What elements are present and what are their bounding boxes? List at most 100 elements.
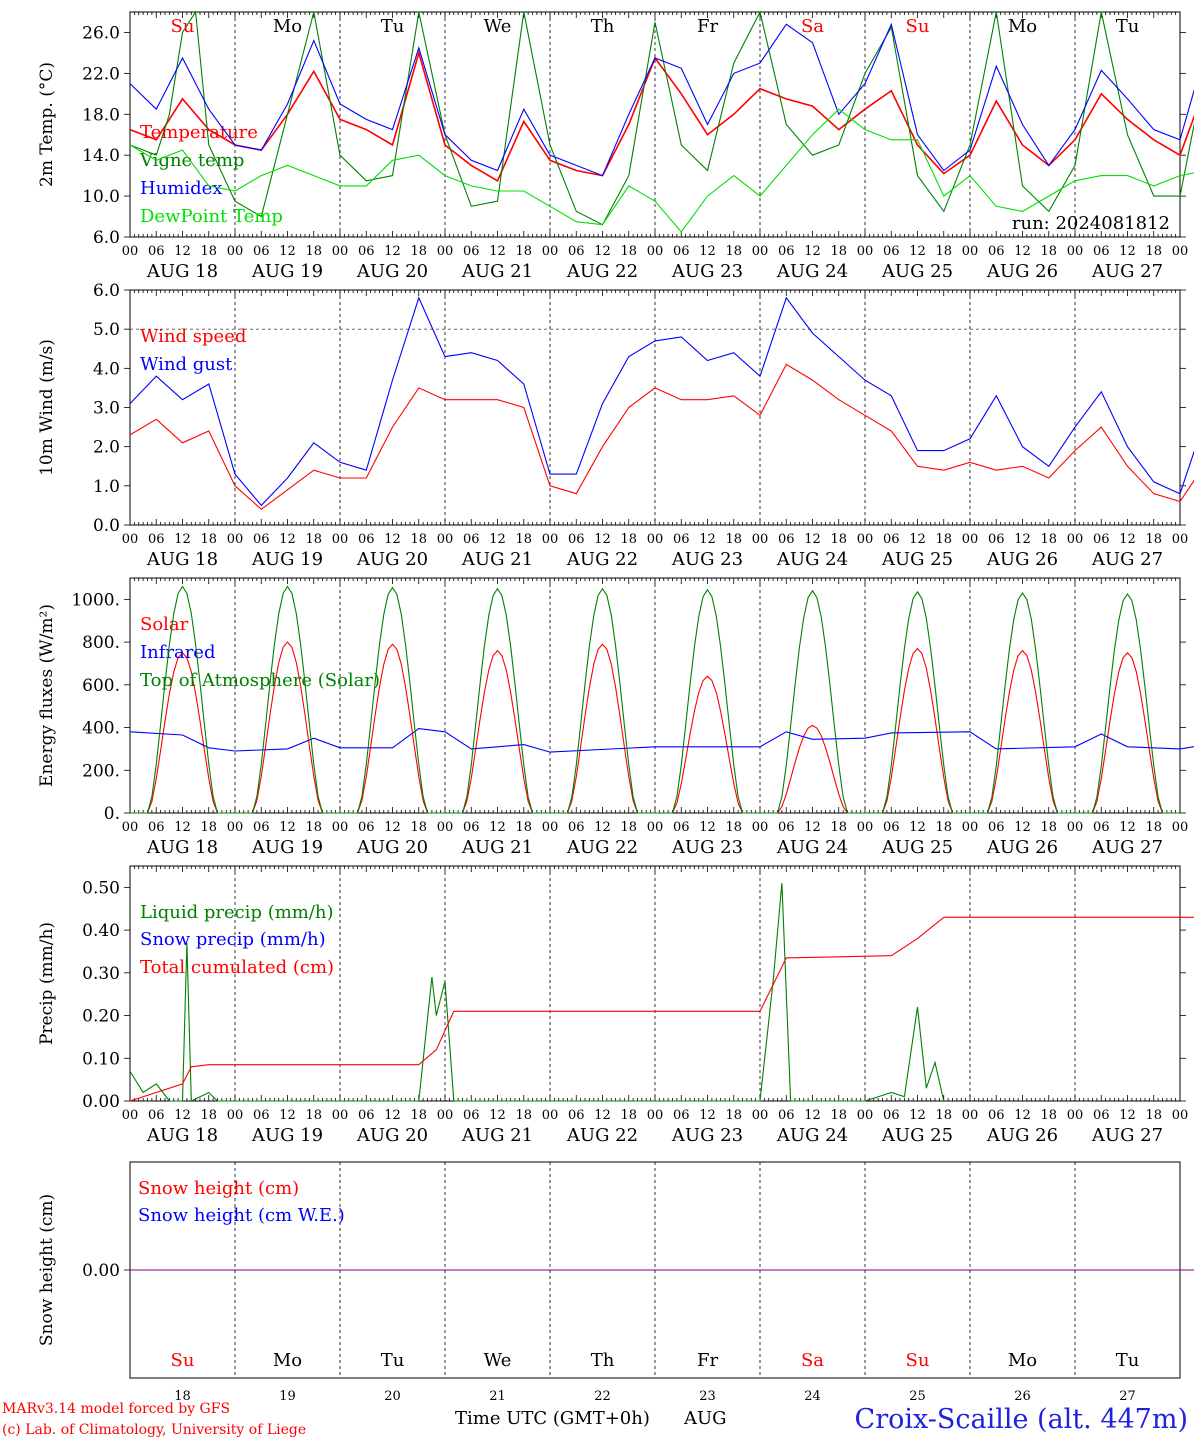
hour-label: 00 bbox=[1067, 532, 1084, 547]
hour-label: 18 bbox=[1145, 532, 1162, 547]
day-label: AUG 24 bbox=[776, 1125, 848, 1146]
hour-label: 06 bbox=[883, 244, 900, 259]
y-axis-title: Precip (mm/h) bbox=[37, 922, 57, 1045]
hour-label: 00 bbox=[1067, 244, 1084, 259]
y-tick-label: 0.20 bbox=[82, 1007, 120, 1027]
hour-label: 12 bbox=[804, 820, 821, 835]
hour-label: 12 bbox=[384, 532, 401, 547]
panel-2: 00 06 12 18 AUG 18 00 06 12 18 AUG 19 00 06 12 18 AUG … bbox=[37, 281, 1194, 570]
hour-label: 06 bbox=[148, 1108, 165, 1123]
y-tick-label: 800. bbox=[82, 633, 120, 653]
day-label: AUG 20 bbox=[356, 549, 428, 570]
y-tick-label: 18.0 bbox=[82, 105, 120, 125]
hour-label: 06 bbox=[778, 532, 795, 547]
series-line-humidex bbox=[129, 22, 1194, 177]
hour-label: 12 bbox=[699, 532, 716, 547]
y-axis-title: 2m Temp. (°C) bbox=[37, 62, 57, 187]
hour-label: 18 bbox=[1145, 244, 1162, 259]
hour-label: 00 bbox=[227, 1108, 244, 1123]
day-label: AUG 25 bbox=[881, 261, 953, 282]
hour-label: 06 bbox=[883, 532, 900, 547]
legend-entry: Wind speed bbox=[140, 326, 246, 347]
panel-1: 00 06 12 18 AUG 18 00 06 12 18 AUG 19 00 06 12 18 AUG … bbox=[37, 10, 1194, 282]
hour-label: 00 bbox=[122, 1108, 139, 1123]
legend-entry: Top of Atmosphere (Solar) bbox=[140, 670, 380, 691]
hour-label: 18 bbox=[620, 820, 637, 835]
weekday-label: Su bbox=[171, 1350, 195, 1371]
hour-label: 12 bbox=[1119, 532, 1136, 547]
hour-label: 12 bbox=[489, 244, 506, 259]
y-tick-label: 0. bbox=[104, 804, 120, 824]
day-label: AUG 27 bbox=[1091, 549, 1163, 570]
hour-label: 06 bbox=[253, 820, 270, 835]
hour-label: 00 bbox=[962, 820, 979, 835]
hour-label: 18 bbox=[305, 532, 322, 547]
day-label: AUG 18 bbox=[146, 1125, 218, 1146]
day-label: AUG 23 bbox=[671, 837, 743, 858]
weekday-label: Mo bbox=[273, 1350, 302, 1371]
hour-label: 18 bbox=[200, 532, 217, 547]
weekday-label: Mo bbox=[1008, 16, 1037, 37]
meteogram-panels: 00 06 12 18 AUG 18 00 06 12 18 AUG 19 00 06 12 18 AUG … bbox=[37, 10, 1194, 1404]
day-label: AUG 25 bbox=[881, 549, 953, 570]
hour-label: 00 bbox=[332, 820, 349, 835]
y-tick-label: 6.0 bbox=[93, 281, 120, 301]
x-axis-title: Time UTC (GMT+0h) bbox=[455, 1408, 650, 1429]
y-axis-title: Energy fluxes (W/m²) bbox=[37, 604, 57, 787]
y-tick-label: 4.0 bbox=[93, 359, 120, 379]
y-tick-label: 0.40 bbox=[82, 921, 120, 941]
y-tick-label: 0.10 bbox=[82, 1049, 120, 1069]
hour-label: 18 bbox=[935, 244, 952, 259]
hour-label: 00 bbox=[122, 532, 139, 547]
hour-label: 00 bbox=[1172, 532, 1189, 547]
hour-label: 00 bbox=[437, 244, 454, 259]
hour-label: 00 bbox=[542, 820, 559, 835]
hour-label: 12 bbox=[1119, 244, 1136, 259]
y-tick-label: 22.0 bbox=[82, 64, 120, 84]
hour-label: 06 bbox=[1093, 532, 1110, 547]
hour-label: 00 bbox=[857, 532, 874, 547]
y-tick-label: 0.0 bbox=[93, 516, 120, 536]
series-line-temperature bbox=[129, 49, 1194, 182]
hour-label: 06 bbox=[358, 532, 375, 547]
hour-label: 06 bbox=[253, 532, 270, 547]
day-label: AUG 22 bbox=[566, 1125, 638, 1146]
day-number: 20 bbox=[384, 1389, 401, 1404]
hour-label: 12 bbox=[489, 1108, 506, 1123]
day-label: AUG 22 bbox=[566, 549, 638, 570]
hour-label: 18 bbox=[830, 532, 847, 547]
hour-label: 12 bbox=[909, 532, 926, 547]
weekday-label: Fr bbox=[697, 16, 718, 37]
y-tick-label: 0.00 bbox=[82, 1092, 120, 1112]
legend-entry: Vigne temp bbox=[139, 150, 244, 171]
series-line-dewpoint-temp bbox=[129, 108, 1194, 233]
day-number: 18 bbox=[174, 1389, 191, 1404]
day-label: AUG 20 bbox=[356, 261, 428, 282]
hour-label: 00 bbox=[962, 244, 979, 259]
day-number: 22 bbox=[594, 1389, 611, 1404]
hour-label: 00 bbox=[1172, 1108, 1189, 1123]
hour-label: 18 bbox=[830, 244, 847, 259]
panel-4: 00 06 12 18 AUG 18 00 06 12 18 AUG 19 00 06 12 18 AUG … bbox=[37, 865, 1194, 1146]
hour-label: 12 bbox=[279, 244, 296, 259]
hour-label: 18 bbox=[725, 244, 742, 259]
y-tick-label: 5.0 bbox=[93, 320, 120, 340]
y-tick-label: 6.0 bbox=[93, 228, 120, 248]
hour-label: 00 bbox=[227, 532, 244, 547]
hour-label: 00 bbox=[752, 244, 769, 259]
day-label: AUG 23 bbox=[671, 261, 743, 282]
hour-label: 00 bbox=[437, 1108, 454, 1123]
hour-label: 06 bbox=[463, 532, 480, 547]
series-line-infrared bbox=[129, 728, 1194, 753]
weekday-label: We bbox=[484, 1350, 512, 1371]
hour-label: 00 bbox=[542, 532, 559, 547]
hour-label: 00 bbox=[752, 820, 769, 835]
hour-label: 18 bbox=[935, 532, 952, 547]
hour-label: 06 bbox=[673, 1108, 690, 1123]
hour-label: 00 bbox=[437, 820, 454, 835]
day-number: 25 bbox=[909, 1389, 926, 1404]
weekday-label: Tu bbox=[381, 1350, 405, 1371]
legend-entry: Wind gust bbox=[140, 354, 233, 375]
series-line-wind-speed bbox=[129, 363, 1194, 511]
hour-label: 12 bbox=[1119, 820, 1136, 835]
